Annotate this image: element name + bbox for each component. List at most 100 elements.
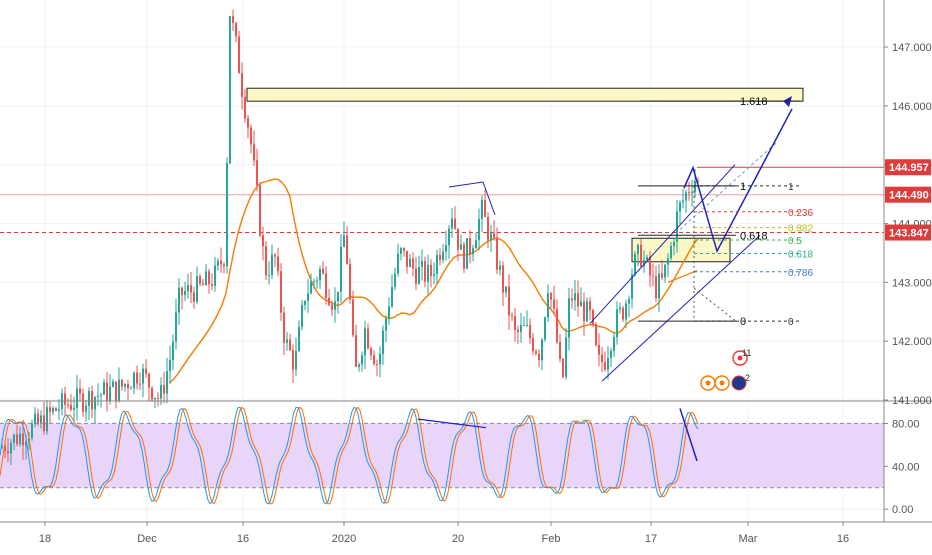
candle-body	[544, 317, 546, 340]
candle-body	[301, 305, 303, 327]
candle-body	[433, 274, 435, 276]
candle-body	[679, 202, 681, 212]
candle-body	[259, 185, 261, 236]
candle-body	[346, 235, 348, 264]
channel-upper	[589, 164, 736, 324]
candle-body	[691, 191, 693, 193]
candle-body	[661, 273, 663, 278]
candle-body	[634, 254, 636, 275]
candle-body	[379, 353, 381, 365]
candle-body	[319, 268, 321, 281]
oscillator-band	[0, 422, 884, 489]
time-tick-label: 2020	[332, 533, 356, 545]
event-icons[interactable]: 11 2	[700, 348, 751, 391]
candle-body	[43, 415, 45, 432]
price-label-box	[885, 224, 931, 241]
candle-body	[400, 248, 402, 254]
demand-zone	[631, 237, 731, 263]
candle-body	[556, 308, 558, 342]
fib-level-label: 0.618	[788, 250, 813, 261]
candle-body	[430, 264, 432, 276]
candle-body	[292, 350, 294, 370]
candle-body	[199, 276, 201, 284]
candle-body	[457, 228, 459, 250]
candle-body	[364, 328, 366, 356]
candle-body	[508, 286, 510, 316]
candle-body	[46, 407, 48, 432]
candle-body	[184, 291, 186, 296]
candle-body	[31, 423, 33, 439]
candle-body	[79, 388, 81, 394]
candle-body	[100, 394, 102, 396]
candle-body	[412, 258, 414, 269]
candle-body	[658, 273, 660, 299]
candle-body	[304, 300, 306, 306]
candle-body	[334, 301, 336, 310]
candle-body	[625, 303, 627, 320]
candle-body	[520, 325, 522, 332]
channel-lower	[601, 234, 761, 382]
candle-body	[415, 268, 417, 284]
candle-body	[286, 339, 288, 343]
candle-body	[223, 264, 225, 267]
candle-body	[601, 354, 603, 363]
candle-body	[10, 442, 12, 454]
candle-body	[418, 266, 420, 284]
candle-body	[610, 350, 612, 358]
fib-box-label: 0	[740, 316, 746, 328]
candle-body	[355, 335, 357, 367]
candle-body	[616, 309, 618, 338]
price-label-text: 144.490	[889, 190, 929, 202]
candle-body	[490, 233, 492, 241]
moving-average	[169, 178, 699, 383]
oscillator-lines	[0, 406, 699, 505]
candle-body	[298, 326, 300, 351]
candle-body	[76, 388, 78, 408]
candle-body	[109, 386, 111, 402]
candle-body	[4, 446, 6, 451]
candle-body	[169, 359, 171, 372]
candle-body	[91, 391, 93, 410]
candle-body	[19, 433, 21, 445]
candle-body	[592, 310, 594, 325]
projection-path	[683, 108, 793, 254]
candle-body	[619, 307, 621, 310]
fib-diagonal	[693, 287, 737, 322]
candle-body	[427, 264, 429, 282]
candle-body	[13, 434, 15, 443]
price-tick-label: 141.000	[892, 395, 932, 407]
candle-body	[532, 338, 534, 352]
price-axis-background	[884, 0, 932, 550]
fib-level-label: 0.786	[788, 268, 813, 279]
candle-body	[139, 383, 141, 385]
candle-body	[274, 254, 276, 257]
candle-body	[595, 324, 597, 346]
candle-body	[289, 339, 291, 351]
oscillator-tick-label: 40.00	[892, 461, 920, 473]
candle-body	[499, 265, 501, 270]
candle-body	[550, 293, 552, 300]
oscillator-k-line	[0, 406, 699, 505]
candle-body	[136, 372, 138, 384]
candle-body	[226, 163, 228, 267]
candle-body	[160, 385, 162, 399]
oscillator-divergence-line	[417, 418, 487, 429]
candle-body	[115, 381, 117, 401]
fib-level-label: 0	[788, 317, 794, 328]
candle-body	[517, 329, 519, 332]
candle-body	[166, 371, 168, 394]
candle-body	[1, 446, 3, 448]
candle-body	[193, 292, 195, 302]
price-divergence-line	[448, 181, 496, 216]
candle-body	[253, 144, 255, 161]
candle-body	[154, 397, 156, 400]
candle-body	[373, 355, 375, 365]
candle-body	[217, 260, 219, 266]
candle-body	[451, 218, 453, 229]
event-icon-dot	[719, 380, 725, 386]
candle-body	[523, 325, 525, 327]
candle-body	[367, 328, 369, 349]
